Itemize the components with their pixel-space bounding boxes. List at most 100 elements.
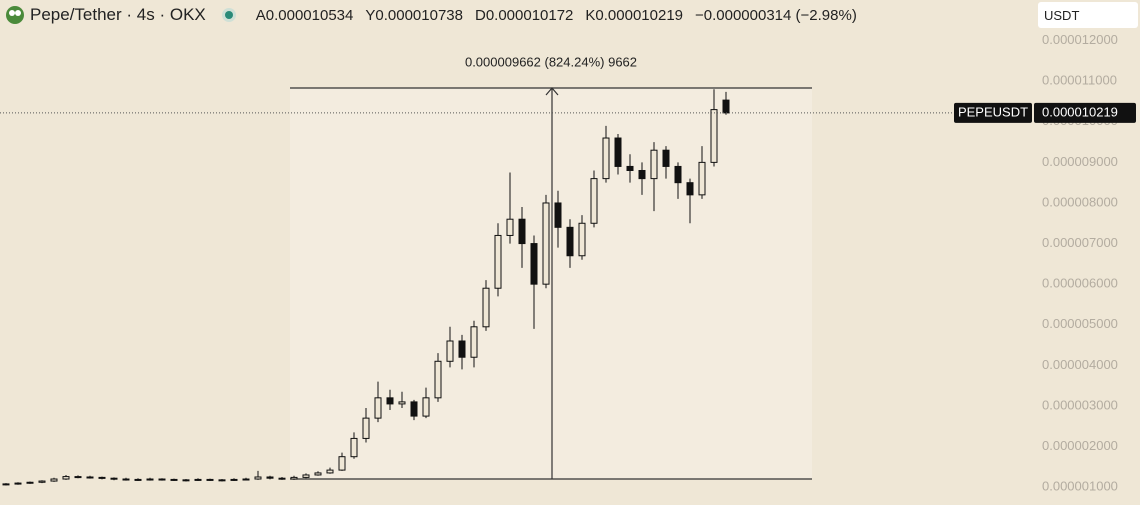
candle-body [290, 476, 298, 480]
candle-body [2, 483, 10, 486]
ohlc-item: D0.000010172 [475, 7, 573, 24]
candle-body [566, 226, 574, 257]
candle-body [326, 469, 334, 474]
candle-body [182, 479, 190, 482]
measure-arrow-head [545, 87, 559, 96]
candle-body [98, 476, 106, 479]
ohlc-value: 0.000010738 [375, 6, 463, 24]
candle-body [134, 478, 142, 481]
candle-body [86, 476, 94, 479]
y-tick-label: 0.000001000 [1042, 479, 1118, 494]
ohlc-value: 0.000010534 [265, 6, 354, 24]
candle-body [362, 417, 370, 439]
candle-body [482, 287, 490, 328]
candle-body [602, 137, 610, 180]
y-tick-label: 0.000002000 [1042, 438, 1118, 453]
candle-body [458, 340, 466, 358]
price-tag-symbol: PEPEUSDT [958, 104, 1028, 119]
candle-body [650, 149, 658, 180]
status-dot [221, 8, 236, 22]
header: Pepe/Tether · 4s · OKX A0.000010534 Y0.00… [0, 4, 857, 26]
candle-body [218, 479, 226, 482]
y-tick-label: 0.000009000 [1042, 154, 1118, 169]
candle-body [350, 437, 358, 458]
candle-body [722, 99, 730, 114]
candle-body [278, 477, 286, 480]
candle-body [614, 137, 622, 167]
candle-body [302, 474, 310, 478]
candle-body [638, 169, 646, 180]
price-tag: 0.000010219 [1042, 104, 1118, 119]
candle-body [266, 476, 274, 479]
candle-body [578, 222, 586, 257]
candle-body [398, 401, 406, 405]
y-tick-label: 0.000011000 [1042, 73, 1117, 88]
ohlc-item: A0.000010534 [256, 7, 354, 24]
price-tag-bg [1034, 102, 1136, 123]
y-tick-label: 0.000003000 [1042, 397, 1118, 412]
candle-body [206, 478, 214, 481]
candle-body [110, 477, 118, 480]
y-tick-label: 0.000006000 [1042, 276, 1118, 291]
candle-body [194, 478, 202, 481]
candle-body [542, 202, 550, 285]
candle-body [158, 478, 166, 481]
candle-body [374, 397, 382, 419]
ohlc-label: Y [365, 6, 376, 24]
ohlc-item: Y0.000010738 [365, 7, 463, 24]
candle-body [434, 360, 442, 399]
candle-body [50, 478, 58, 482]
ohlc-label: K [585, 6, 596, 24]
candle-body [590, 178, 598, 224]
candle-body [506, 218, 514, 236]
currency-select[interactable]: USDT [1038, 2, 1138, 28]
candle-body [674, 165, 682, 184]
candle-body [446, 340, 454, 362]
candle-body [698, 161, 706, 196]
y-tick-label: 0.000005000 [1042, 316, 1118, 331]
candle-body [26, 481, 34, 484]
y-tick-label: 0.000008000 [1042, 194, 1118, 209]
logo [6, 6, 24, 24]
y-tick-label: 0.000004000 [1042, 357, 1118, 372]
candle-body [14, 482, 22, 485]
candle-body [686, 182, 694, 196]
ohlc-label: D [474, 6, 486, 24]
candle-body [338, 456, 346, 471]
symbol-title: Pepe/Tether · 4s · OKX [30, 5, 206, 24]
ohlc-item: K0.000010219 [585, 7, 683, 24]
candle-body [662, 149, 670, 167]
candle-body [242, 478, 250, 481]
candle-body [314, 472, 322, 476]
y-tick-label: 0.000007000 [1042, 235, 1118, 250]
candle-body [530, 243, 538, 285]
ohlc: A0.000010534 Y0.000010738 D0.000010172 K0.0… [256, 7, 683, 24]
y-tick-label: 0.000012000 [1042, 32, 1118, 47]
candle-body [410, 401, 418, 417]
candle-body [386, 397, 394, 405]
measure-label: 0.000009662 (824.24%) 9662 [465, 54, 637, 69]
candle-body [74, 476, 82, 479]
change: −0.000000314 (−2.98%) [695, 6, 857, 24]
candle-body [62, 476, 70, 480]
candle-body [122, 478, 130, 481]
candle-body [518, 218, 526, 245]
candle-body [470, 326, 478, 358]
candle-body [626, 165, 634, 171]
candle-body [146, 478, 154, 481]
candle-body [710, 109, 718, 163]
ohlc-label: A [255, 6, 266, 24]
candle-body [38, 480, 46, 483]
candle-body [554, 202, 562, 228]
ohlc-value: 0.000010172 [485, 6, 574, 24]
candle-body [230, 478, 238, 481]
currency: USDT [1044, 7, 1080, 23]
candle-body [170, 478, 178, 481]
candle-body [422, 397, 430, 417]
price-tag-symbol-bg [954, 102, 1032, 123]
candle-body [254, 476, 262, 480]
ohlc-value: 0.000010219 [595, 6, 684, 24]
candle-body [494, 234, 502, 289]
